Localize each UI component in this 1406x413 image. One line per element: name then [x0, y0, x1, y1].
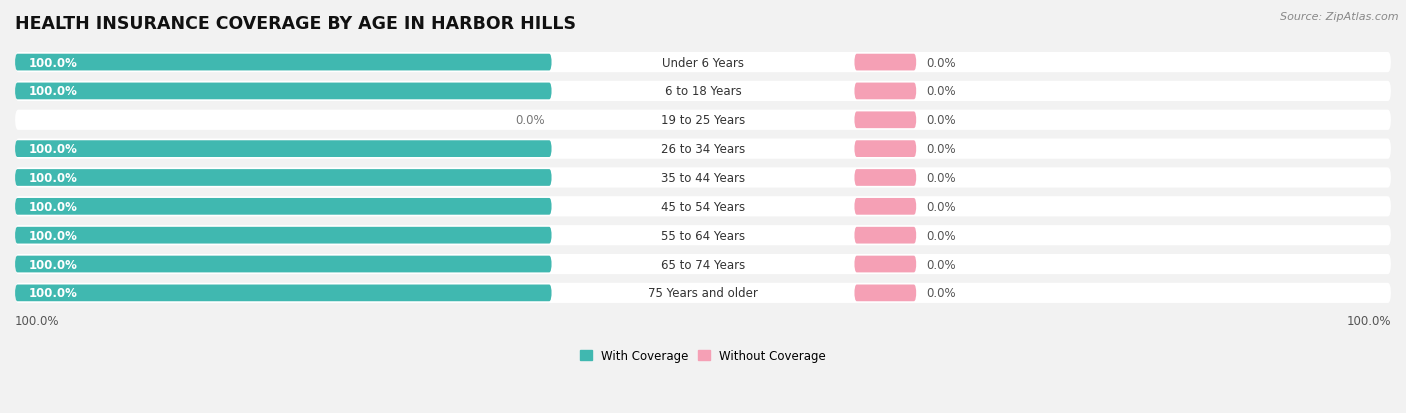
Text: 100.0%: 100.0% [1347, 314, 1391, 327]
Text: HEALTH INSURANCE COVERAGE BY AGE IN HARBOR HILLS: HEALTH INSURANCE COVERAGE BY AGE IN HARB… [15, 15, 576, 33]
FancyBboxPatch shape [15, 53, 1391, 73]
FancyBboxPatch shape [15, 227, 551, 244]
FancyBboxPatch shape [855, 141, 917, 158]
Text: 100.0%: 100.0% [28, 171, 77, 185]
FancyBboxPatch shape [15, 285, 551, 301]
Text: 0.0%: 0.0% [927, 57, 956, 69]
Text: 6 to 18 Years: 6 to 18 Years [665, 85, 741, 98]
Text: 0.0%: 0.0% [927, 171, 956, 185]
Text: 55 to 64 Years: 55 to 64 Years [661, 229, 745, 242]
FancyBboxPatch shape [855, 55, 917, 71]
Text: Under 6 Years: Under 6 Years [662, 57, 744, 69]
FancyBboxPatch shape [855, 83, 917, 100]
FancyBboxPatch shape [15, 256, 551, 273]
Text: 100.0%: 100.0% [28, 85, 77, 98]
Text: 0.0%: 0.0% [927, 287, 956, 300]
FancyBboxPatch shape [15, 225, 1391, 246]
FancyBboxPatch shape [15, 110, 1391, 131]
Text: 0.0%: 0.0% [927, 229, 956, 242]
FancyBboxPatch shape [15, 170, 551, 186]
FancyBboxPatch shape [15, 254, 1391, 275]
Text: 75 Years and older: 75 Years and older [648, 287, 758, 300]
FancyBboxPatch shape [15, 199, 551, 215]
Text: 100.0%: 100.0% [28, 143, 77, 156]
FancyBboxPatch shape [15, 82, 1391, 102]
FancyBboxPatch shape [855, 170, 917, 186]
FancyBboxPatch shape [855, 227, 917, 244]
Text: 0.0%: 0.0% [927, 143, 956, 156]
Legend: With Coverage, Without Coverage: With Coverage, Without Coverage [575, 344, 831, 367]
FancyBboxPatch shape [15, 168, 1391, 188]
Text: 100.0%: 100.0% [28, 57, 77, 69]
Text: 0.0%: 0.0% [515, 114, 544, 127]
Text: 45 to 54 Years: 45 to 54 Years [661, 200, 745, 213]
FancyBboxPatch shape [855, 112, 917, 129]
Text: 100.0%: 100.0% [28, 200, 77, 213]
Text: 100.0%: 100.0% [28, 229, 77, 242]
Text: 100.0%: 100.0% [28, 287, 77, 300]
Text: 0.0%: 0.0% [927, 258, 956, 271]
Text: 0.0%: 0.0% [927, 200, 956, 213]
FancyBboxPatch shape [855, 285, 917, 301]
Text: 0.0%: 0.0% [927, 85, 956, 98]
Text: 65 to 74 Years: 65 to 74 Years [661, 258, 745, 271]
FancyBboxPatch shape [15, 139, 1391, 159]
Text: 100.0%: 100.0% [28, 258, 77, 271]
FancyBboxPatch shape [15, 83, 551, 100]
FancyBboxPatch shape [855, 256, 917, 273]
FancyBboxPatch shape [855, 199, 917, 215]
Text: 35 to 44 Years: 35 to 44 Years [661, 171, 745, 185]
Text: 26 to 34 Years: 26 to 34 Years [661, 143, 745, 156]
Text: 100.0%: 100.0% [15, 314, 59, 327]
Text: 19 to 25 Years: 19 to 25 Years [661, 114, 745, 127]
FancyBboxPatch shape [15, 55, 551, 71]
FancyBboxPatch shape [15, 283, 1391, 303]
FancyBboxPatch shape [15, 197, 1391, 217]
FancyBboxPatch shape [15, 141, 551, 158]
Text: Source: ZipAtlas.com: Source: ZipAtlas.com [1281, 12, 1399, 22]
Text: 0.0%: 0.0% [927, 114, 956, 127]
